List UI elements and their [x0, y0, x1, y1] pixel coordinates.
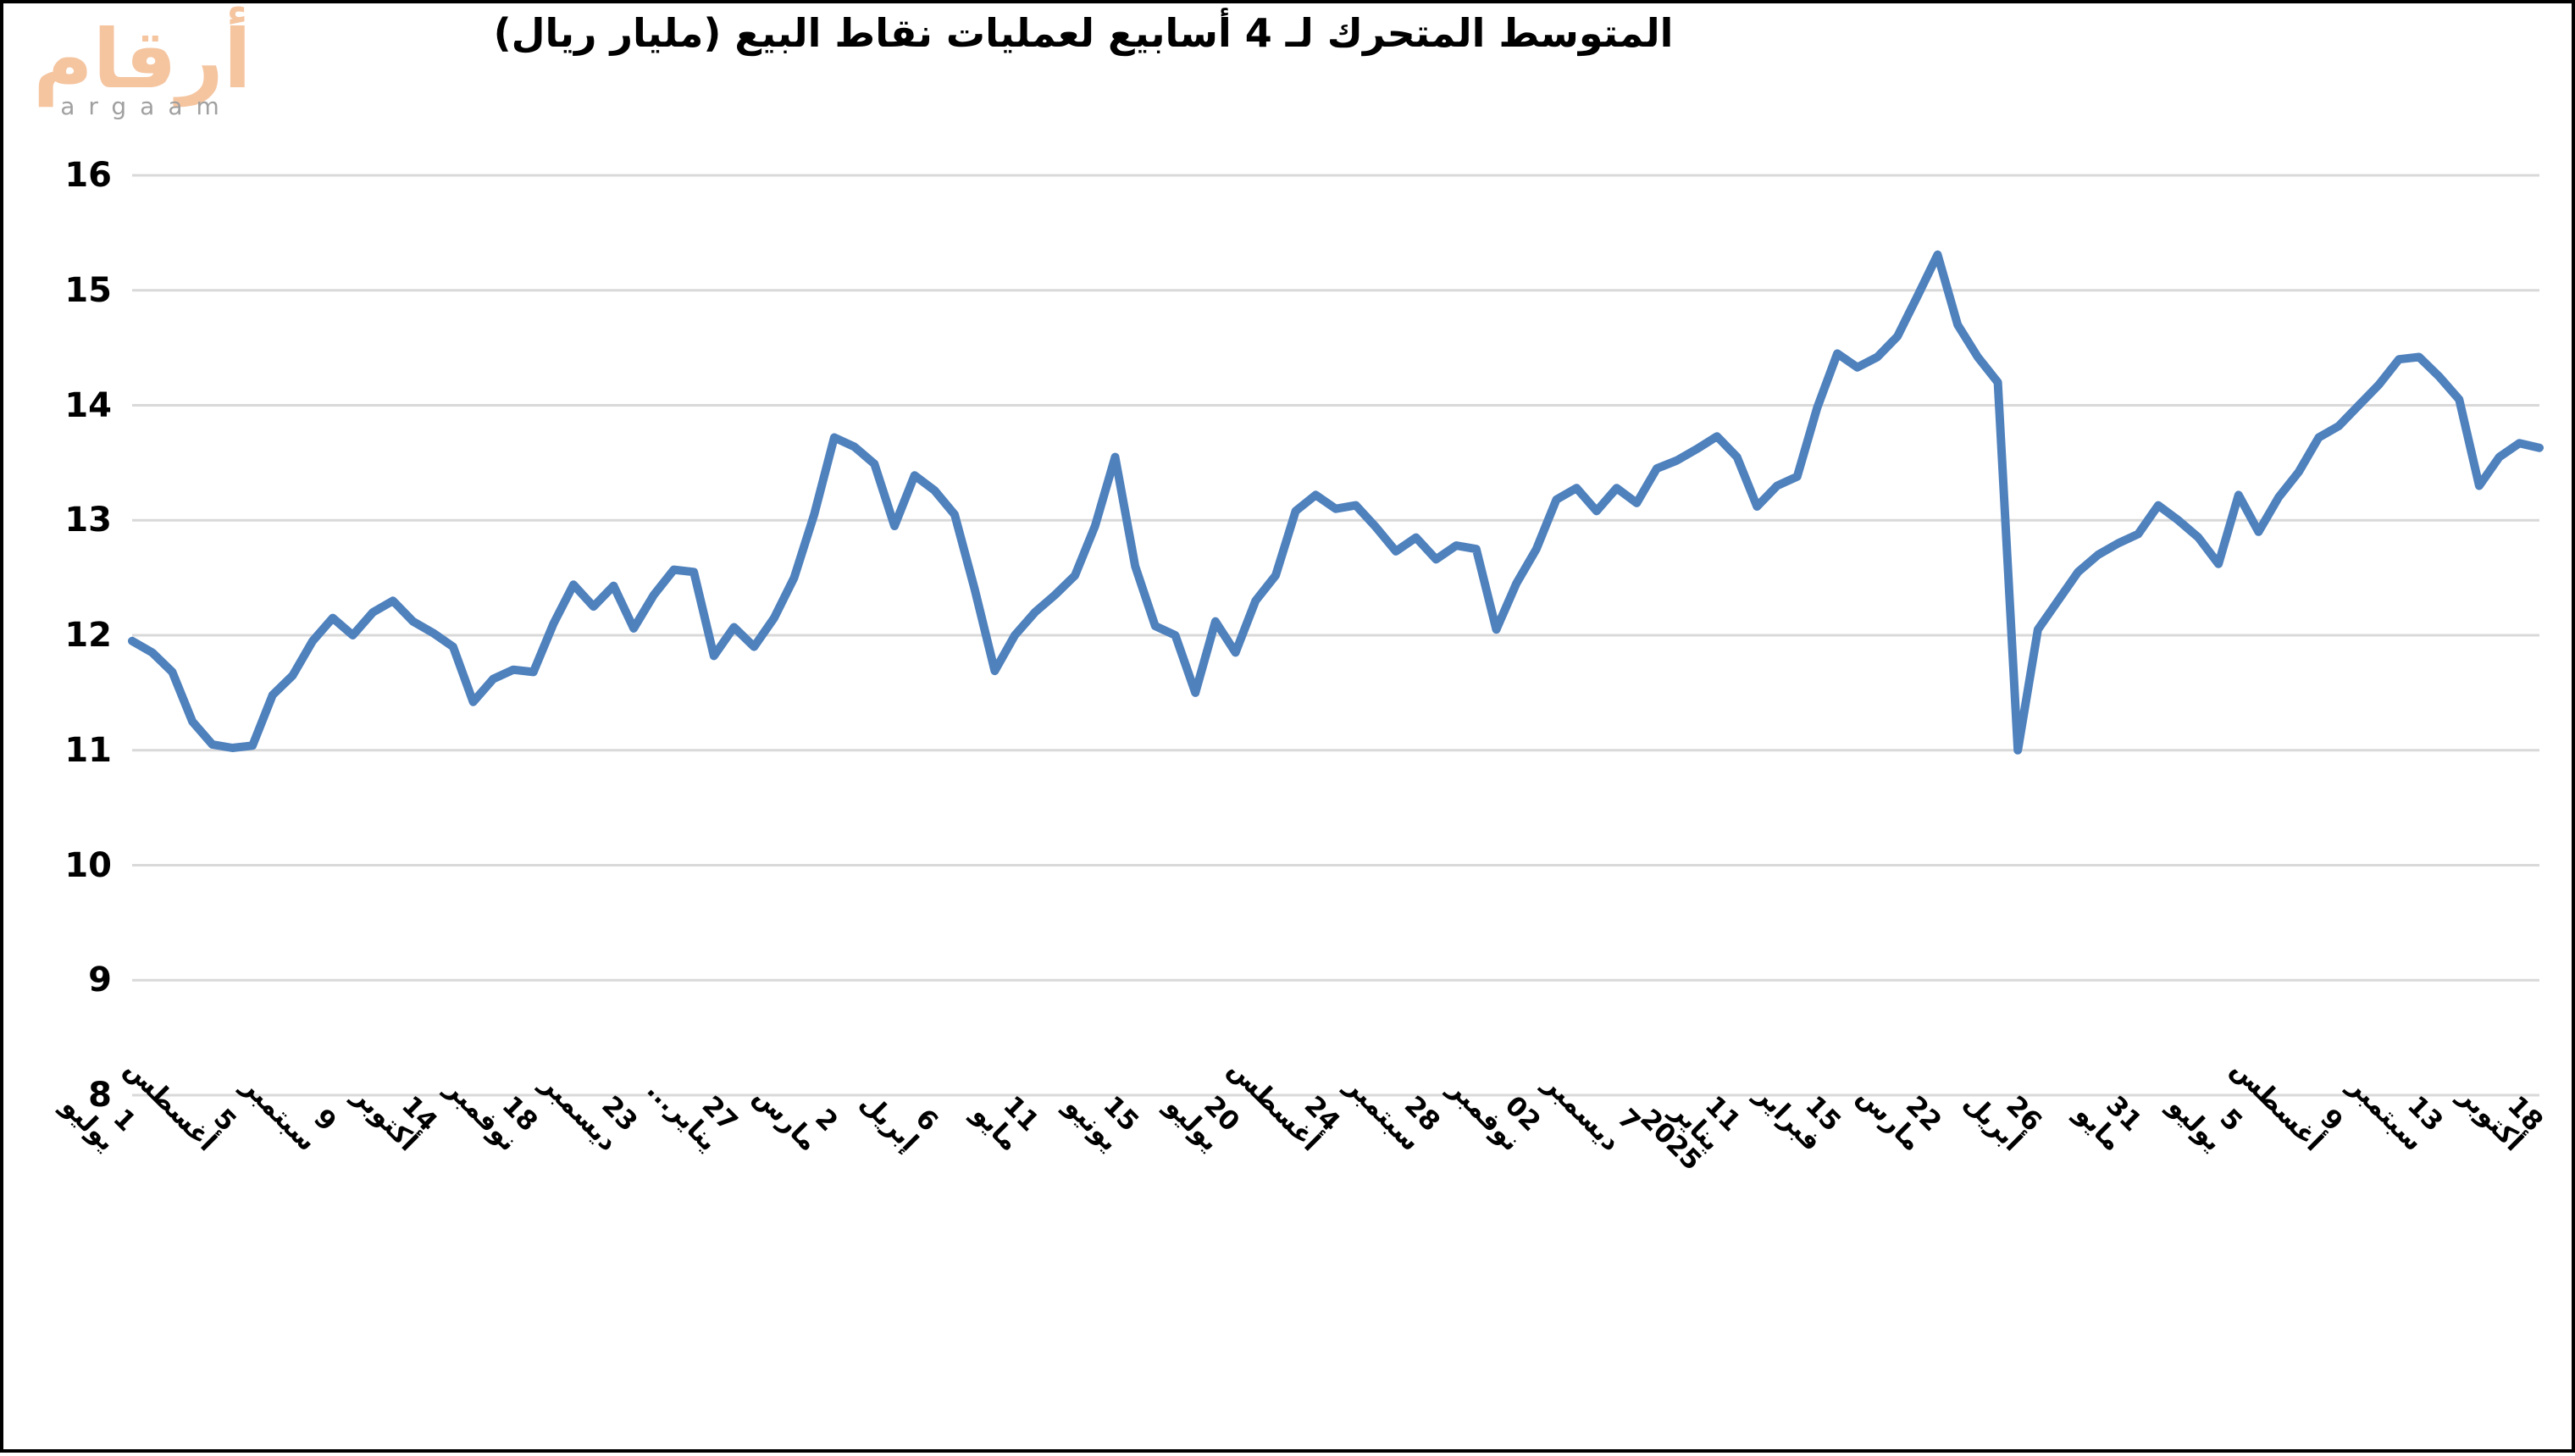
- y-tick-label-16: 16: [64, 156, 112, 195]
- argaam-logo: أرقام argaam: [32, 19, 252, 119]
- y-tick-label-14: 14: [64, 385, 112, 425]
- y-tick-label-9: 9: [88, 961, 112, 1000]
- y-tick-label-8: 8: [88, 1076, 112, 1115]
- y-tick-label-11: 11: [64, 730, 112, 770]
- y-tick-label-12: 12: [64, 616, 112, 655]
- y-tick-label-15: 15: [64, 270, 112, 310]
- argaam-logo-latin-wordmark: argaam: [60, 92, 233, 120]
- chart-title: المتوسط المتحرك لـ 4 أسابيع لعمليات نقاط…: [493, 10, 1674, 56]
- line-chart-plot-area: [128, 174, 2544, 1097]
- series-moving-average-line: [128, 250, 2544, 755]
- y-tick-label-13: 13: [64, 501, 112, 540]
- argaam-logo-arabic-wordmark: أرقام: [33, 12, 252, 107]
- y-tick-label-10: 10: [64, 845, 112, 885]
